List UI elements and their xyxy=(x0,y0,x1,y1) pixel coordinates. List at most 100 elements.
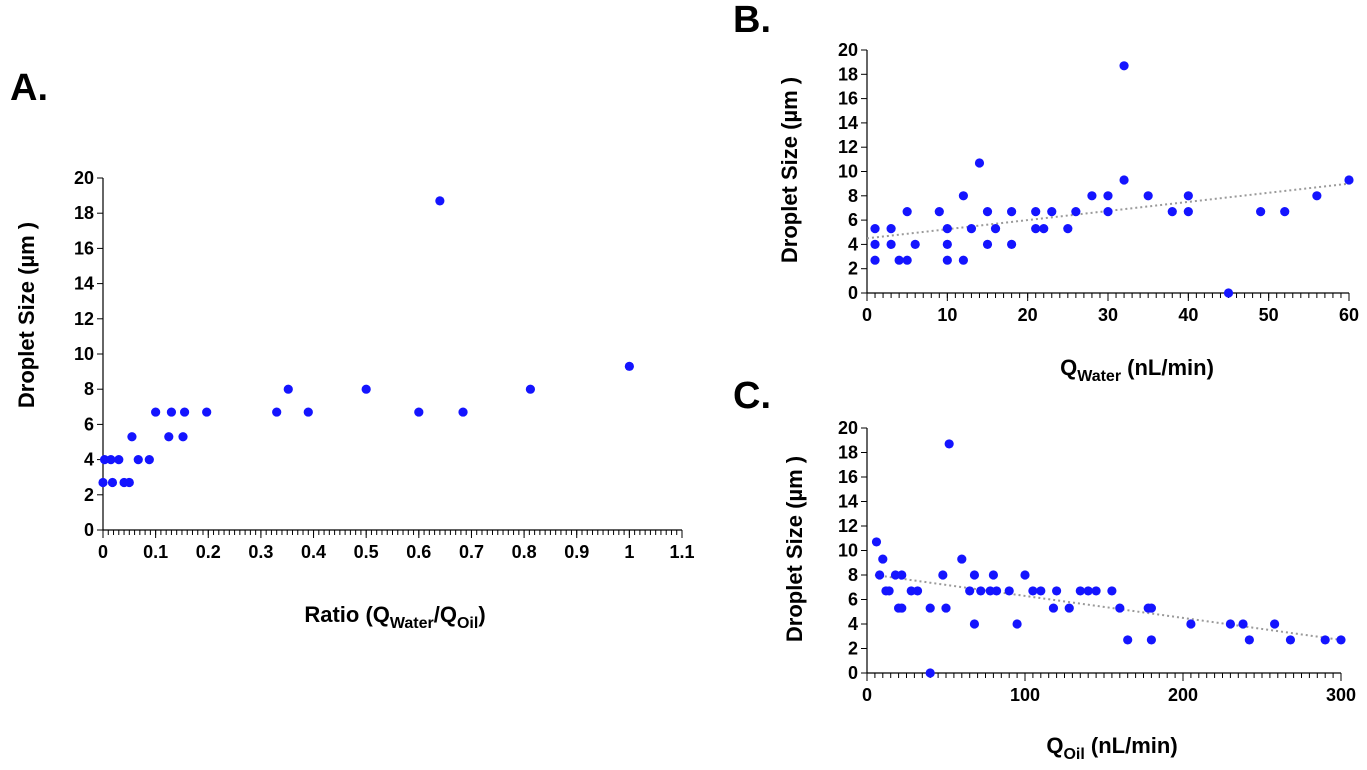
panel-letter-a: A. xyxy=(10,67,48,109)
data-point-c xyxy=(1004,586,1014,596)
x-tick-label-a: 0.4 xyxy=(301,542,326,562)
data-point-c xyxy=(912,586,923,596)
scatter-panel-b: 0 2 4 6 8 10 12 14 16 18 20 0 10 20 30 40 50 60 Droplet Si… xyxy=(777,40,1359,385)
data-point-b xyxy=(910,239,920,249)
x-tick-label-b: 20 xyxy=(1018,305,1038,325)
x-tick-label-a: 1 xyxy=(624,542,634,562)
data-point-a xyxy=(525,384,536,394)
y-tick-label-c: 8 xyxy=(848,565,858,585)
y-tick-label-a: 8 xyxy=(84,379,94,399)
data-point-b xyxy=(942,224,952,234)
data-point-b xyxy=(966,224,977,234)
data-point-a xyxy=(98,477,108,488)
data-point-c xyxy=(941,603,951,613)
y-tick-label-a: 20 xyxy=(74,168,94,188)
x-axis-title-b: QWater (nL/min) xyxy=(1060,355,1214,385)
y-tick-label-b: 0 xyxy=(848,283,858,303)
data-point-b xyxy=(1103,191,1113,201)
data-point-b xyxy=(982,206,993,217)
data-point-b xyxy=(990,224,1001,234)
y-tick-label-c: 6 xyxy=(848,590,858,610)
y-tick-label-c: 4 xyxy=(848,614,858,634)
data-point-c xyxy=(1064,603,1074,613)
data-point-c xyxy=(1244,635,1254,645)
y-axis-title-b: Droplet Size (µm ) xyxy=(777,77,802,263)
data-point-b xyxy=(870,255,880,265)
panel-letter-c: C. xyxy=(733,375,771,417)
data-point-a xyxy=(133,455,143,465)
data-point-b xyxy=(1183,206,1193,217)
x-axis-title-part: Q xyxy=(1046,733,1063,758)
data-point-b xyxy=(1223,288,1234,298)
data-point-b xyxy=(886,239,896,249)
data-point-c xyxy=(1091,586,1101,596)
data-point-c xyxy=(976,586,986,596)
data-point-c xyxy=(969,570,980,580)
data-point-c xyxy=(897,603,907,613)
data-point-a xyxy=(144,455,154,465)
panel-letter-b: B. xyxy=(733,0,771,41)
x-axis-title-part: (nL/min) xyxy=(1121,355,1214,380)
x-axis-title-subscript: Oil xyxy=(1063,746,1084,763)
y-tick-label-c: 10 xyxy=(838,541,858,561)
trendline-c xyxy=(874,574,1342,641)
y-tick-label-b: 6 xyxy=(848,210,858,230)
y-tick-label-c: 18 xyxy=(838,443,858,463)
data-point-b xyxy=(1007,206,1017,217)
data-point-b xyxy=(958,255,969,265)
x-minor-ticks-a xyxy=(102,530,683,535)
x-tick-label-a: 0.9 xyxy=(564,542,589,562)
y-tick-label-b: 20 xyxy=(838,40,858,60)
data-point-b xyxy=(1063,224,1073,234)
y-tick-label-b: 8 xyxy=(848,186,858,206)
data-point-a xyxy=(361,384,371,394)
data-point-b xyxy=(974,158,985,168)
data-point-b xyxy=(886,224,896,234)
data-point-b xyxy=(894,255,904,265)
data-point-c xyxy=(969,619,980,629)
data-point-c xyxy=(1320,635,1330,645)
x-axis-title-part: Ratio (Q xyxy=(304,602,390,627)
data-point-c xyxy=(878,554,888,564)
data-point-c xyxy=(1115,603,1125,613)
data-point-c xyxy=(1146,635,1156,645)
x-tick-label-a: 1.1 xyxy=(669,542,694,562)
data-point-c xyxy=(925,603,935,613)
data-point-c xyxy=(1028,586,1038,596)
x-tick-label-a: 0.5 xyxy=(354,542,379,562)
x-axis-title-subscript: Water xyxy=(1077,368,1121,385)
data-point-c xyxy=(1336,635,1346,645)
x-tick-label-a: 0.6 xyxy=(406,542,431,562)
x-tick-label-a: 0 xyxy=(98,542,108,562)
data-point-b xyxy=(1071,206,1081,217)
data-point-b xyxy=(1047,206,1057,217)
data-point-c xyxy=(890,570,901,580)
y-tick-label-a: 14 xyxy=(74,274,94,294)
scatter-panel-a: 0 2 4 6 8 10 12 14 16 18 20 0 0.1 0.2 0.3 0.4 0.5 0.6 0.7 0… xyxy=(14,168,695,632)
data-point-c xyxy=(906,586,916,596)
x-axis-title-part: ) xyxy=(478,602,485,627)
data-point-b xyxy=(1167,206,1177,217)
x-axis-title-part: Q xyxy=(1060,355,1077,380)
y-tick-label-c: 14 xyxy=(838,492,858,512)
data-point-c xyxy=(991,586,1002,596)
data-point-b xyxy=(1143,191,1153,201)
data-point-a xyxy=(114,455,124,465)
x-tick-label-b: 0 xyxy=(862,305,872,325)
data-point-b xyxy=(934,206,944,217)
data-point-b xyxy=(1039,224,1049,234)
x-tick-label-b: 50 xyxy=(1259,305,1279,325)
data-point-b xyxy=(1007,239,1017,249)
x-tick-label-a: 0.7 xyxy=(459,542,484,562)
data-point-c xyxy=(1123,635,1133,645)
y-tick-label-a: 16 xyxy=(74,238,94,258)
data-point-b xyxy=(1119,61,1129,71)
data-point-a xyxy=(624,361,634,371)
data-point-b xyxy=(870,224,880,234)
data-point-b xyxy=(902,206,912,217)
data-point-a xyxy=(179,407,190,417)
data-point-c xyxy=(1083,586,1093,596)
data-point-c xyxy=(875,570,885,580)
data-point-c xyxy=(957,554,967,564)
data-point-c xyxy=(938,570,948,580)
